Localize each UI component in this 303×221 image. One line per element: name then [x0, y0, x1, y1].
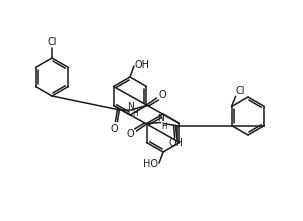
Text: H: H — [133, 109, 138, 118]
Text: Cl: Cl — [47, 37, 57, 47]
Text: O: O — [127, 129, 134, 139]
Text: H: H — [162, 122, 168, 131]
Text: N: N — [157, 114, 164, 123]
Text: HO: HO — [144, 159, 158, 169]
Text: O: O — [111, 124, 118, 133]
Text: OH: OH — [135, 60, 149, 70]
Text: Cl: Cl — [236, 86, 245, 97]
Text: O: O — [159, 90, 166, 100]
Text: N: N — [127, 102, 134, 111]
Text: OH: OH — [168, 139, 183, 149]
